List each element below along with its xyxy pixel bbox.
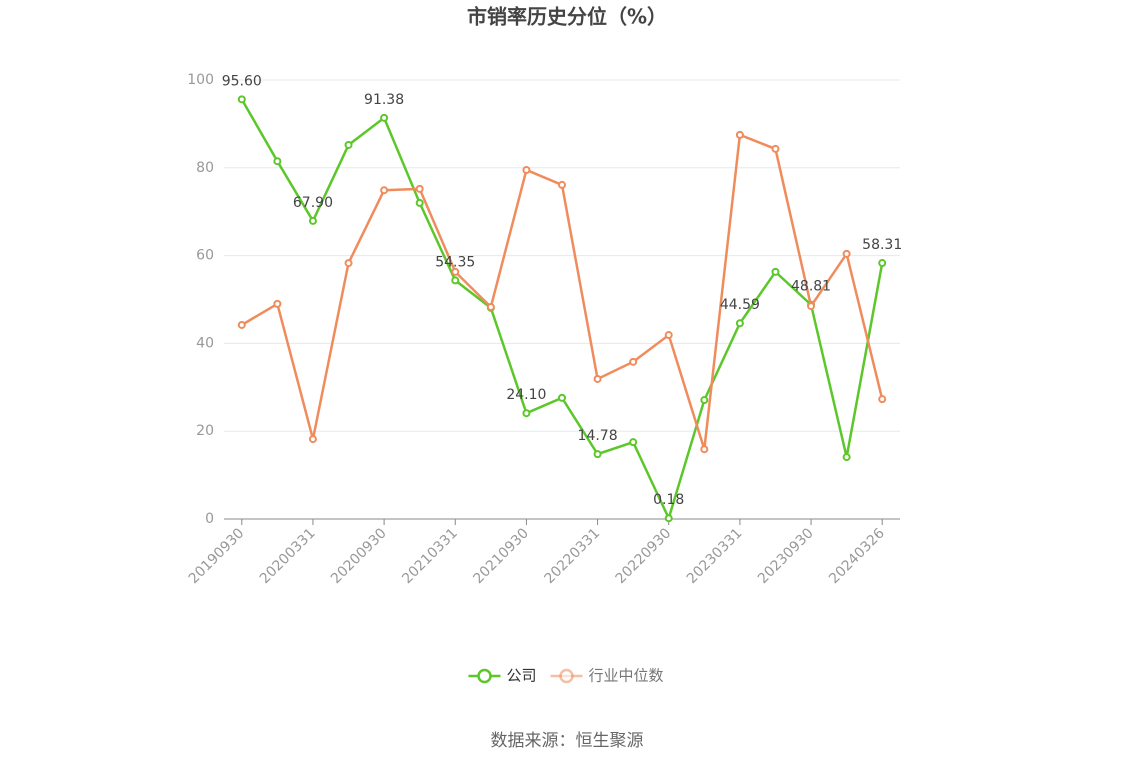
data-label: 44.59 <box>720 297 760 313</box>
y-tick-label: 100 <box>187 72 214 88</box>
data-label: 14.78 <box>578 428 618 444</box>
data-label: 58.31 <box>862 237 902 253</box>
point <box>415 184 424 193</box>
x-tick-label: 20200331 <box>257 525 319 587</box>
y-tick-label: 40 <box>196 335 214 351</box>
point <box>486 302 495 311</box>
y-tick-label: 80 <box>196 160 214 176</box>
x-tick-label: 20220331 <box>542 525 604 587</box>
x-tick-label: 20230331 <box>684 525 746 587</box>
point <box>344 140 353 149</box>
x-tick-label: 20210331 <box>399 525 461 587</box>
point <box>878 259 887 268</box>
data-label: 24.10 <box>506 387 546 403</box>
point <box>451 267 460 276</box>
y-tick-label: 20 <box>196 423 214 439</box>
point <box>771 144 780 153</box>
point <box>593 374 602 383</box>
data-label: 95.60 <box>222 73 262 89</box>
point <box>344 259 353 268</box>
point <box>237 320 246 329</box>
x-tick-label: 20220930 <box>613 525 675 587</box>
point <box>451 276 460 285</box>
x-tick-label: 20240326 <box>826 525 888 587</box>
point <box>380 186 389 195</box>
x-tick-label: 20230930 <box>755 525 817 587</box>
x-tick-label: 20190930 <box>186 525 248 587</box>
point <box>558 393 566 402</box>
source: 数据来源：恒生聚源 <box>491 731 644 751</box>
point <box>273 299 282 308</box>
x-tick-label: 20210930 <box>470 525 532 587</box>
point <box>415 198 424 207</box>
point <box>558 180 566 189</box>
point <box>700 445 709 454</box>
x-tick-label: 20200930 <box>328 525 390 587</box>
point <box>522 165 531 174</box>
point <box>308 216 317 225</box>
point <box>700 396 709 405</box>
point <box>771 267 780 276</box>
point <box>593 450 602 459</box>
y-tick-label: 60 <box>196 248 214 264</box>
point <box>842 249 851 258</box>
point <box>878 395 887 404</box>
point <box>629 357 638 366</box>
y-tick-label: 0 <box>205 511 214 527</box>
point <box>735 130 744 139</box>
legend-label: 公司 <box>507 667 537 685</box>
data-label: 67.90 <box>293 195 333 211</box>
point <box>664 514 673 523</box>
point <box>842 453 851 462</box>
point <box>807 302 816 311</box>
data-label: 48.81 <box>791 279 831 295</box>
data-label: 54.35 <box>435 254 475 270</box>
legend-label: 行业中位数 <box>589 667 664 685</box>
point <box>522 409 531 418</box>
point <box>237 95 246 104</box>
point <box>380 113 389 122</box>
data-label: 0.18 <box>653 492 684 508</box>
point <box>308 435 317 444</box>
legend-marker <box>559 668 574 684</box>
point <box>664 331 673 340</box>
chart-title: 市销率历史分位（%） <box>467 5 667 29</box>
point <box>273 157 282 166</box>
data-label: 91.38 <box>364 92 404 108</box>
point <box>629 438 638 447</box>
point <box>735 319 744 328</box>
series-line <box>240 98 884 522</box>
legend-marker <box>477 668 492 684</box>
